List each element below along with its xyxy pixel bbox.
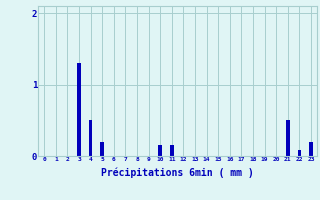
- Bar: [286, 120, 290, 156]
- Bar: [89, 120, 92, 156]
- Bar: [100, 142, 104, 156]
- Bar: [298, 150, 301, 156]
- Bar: [170, 145, 173, 156]
- Bar: [158, 145, 162, 156]
- Bar: [309, 142, 313, 156]
- X-axis label: Précipitations 6min ( mm ): Précipitations 6min ( mm ): [101, 168, 254, 178]
- Bar: [77, 63, 81, 156]
